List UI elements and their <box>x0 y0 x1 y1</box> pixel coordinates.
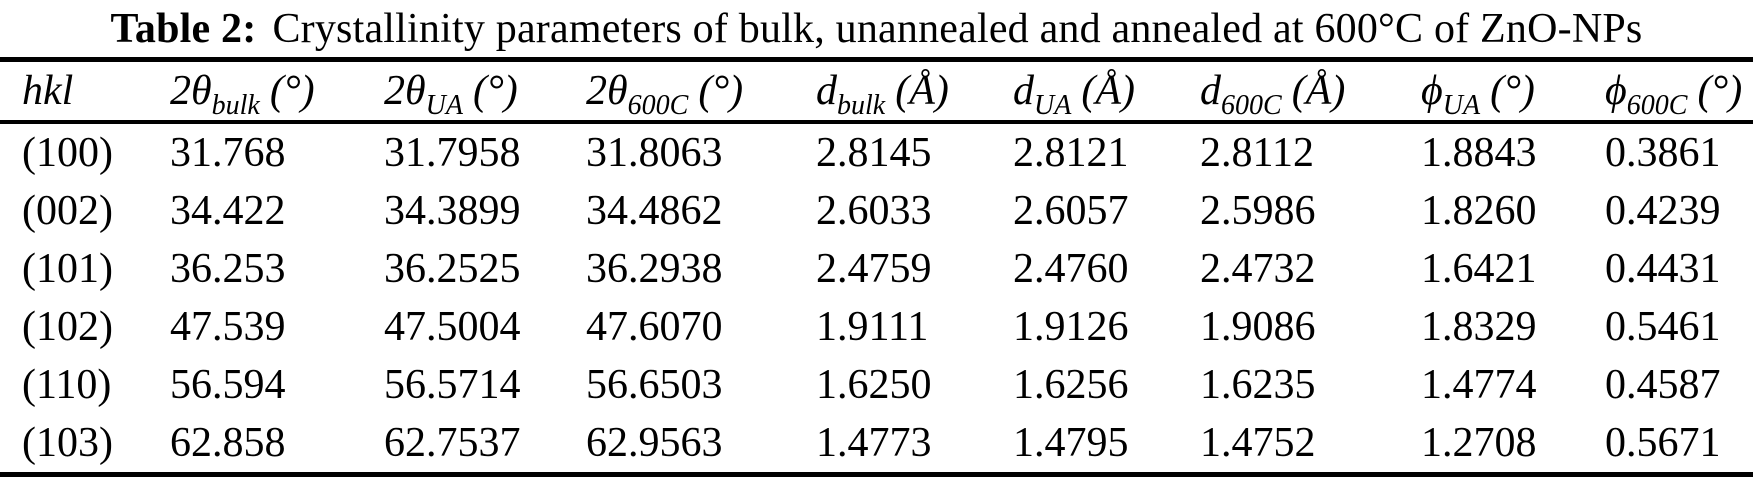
cell-d-bulk: 1.4773 <box>816 420 932 466</box>
cell-2theta-600c: 34.4862 <box>586 188 723 234</box>
cell-hkl: (110) <box>22 362 112 408</box>
cell-phi-600c: 0.4587 <box>1605 362 1721 408</box>
cell-d-ua: 1.4795 <box>1013 420 1129 466</box>
cell-d-600c: 1.6235 <box>1200 362 1316 408</box>
column-header-d-bulk: dbulk (Å) <box>816 59 1013 124</box>
cell-d-600c: 1.4752 <box>1200 420 1316 466</box>
table-body: (100) 31.768 31.7958 31.8063 2.8145 2.8121 2.8… <box>0 122 1753 475</box>
cell-phi-600c: 0.4431 <box>1605 246 1721 292</box>
cell-2theta-ua: 36.2525 <box>384 246 521 292</box>
cell-2theta-600c: 31.8063 <box>586 130 723 176</box>
cell-d-bulk: 2.8145 <box>816 130 932 176</box>
cell-d-600c: 2.4732 <box>1200 246 1316 292</box>
table-header: hkl 2θbulk (°) 2θUA (°) 2θ600C (°) dbulk (Å) dUA(… <box>0 59 1753 124</box>
cell-d-ua: 1.6256 <box>1013 362 1129 408</box>
cell-d-600c: 2.5986 <box>1200 188 1316 234</box>
cell-hkl: (101) <box>22 246 113 292</box>
cell-2theta-bulk: 56.594 <box>170 362 286 408</box>
cell-2theta-bulk: 34.422 <box>170 188 286 234</box>
cell-phi-600c: 0.4239 <box>1605 188 1721 234</box>
table-row: (102) 47.539 47.5004 47.6070 1.9111 1.9126 1.9… <box>0 298 1753 356</box>
table-caption-text: Crystallinity parameters of bulk, unanne… <box>272 5 1643 52</box>
cell-phi-ua: 1.4774 <box>1421 362 1537 408</box>
table-row: (101) 36.253 36.2525 36.2938 2.4759 2.4760 2.4… <box>0 240 1753 298</box>
column-header-phi-600c: ϕ600C (°) <box>1605 59 1753 124</box>
cell-d-bulk: 2.6033 <box>816 188 932 234</box>
cell-2theta-600c: 36.2938 <box>586 246 723 292</box>
cell-d-600c: 2.8112 <box>1200 130 1314 176</box>
cell-2theta-bulk: 36.253 <box>170 246 286 292</box>
cell-d-ua: 2.6057 <box>1013 188 1129 234</box>
cell-phi-ua: 1.6421 <box>1421 246 1537 292</box>
cell-phi-ua: 1.8843 <box>1421 130 1537 176</box>
cell-phi-ua: 1.8329 <box>1421 304 1537 350</box>
cell-d-bulk: 1.9111 <box>816 304 929 350</box>
column-header-d-600c: d600C (Å) <box>1200 59 1421 124</box>
column-header-2theta-ua: 2θUA (°) <box>384 59 586 124</box>
cell-phi-600c: 0.5671 <box>1605 420 1721 466</box>
column-header-2theta-600c: 2θ600C (°) <box>586 59 816 124</box>
header-row: hkl 2θbulk (°) 2θUA (°) 2θ600C (°) dbulk (Å) dUA(… <box>0 59 1753 124</box>
cell-phi-ua: 1.8260 <box>1421 188 1537 234</box>
cell-d-600c: 1.9086 <box>1200 304 1316 350</box>
table-caption: Table 2: Crystallinity parameters of bul… <box>0 0 1753 57</box>
cell-d-bulk: 1.6250 <box>816 362 932 408</box>
column-header-phi-ua: ϕUA (°) <box>1421 59 1605 124</box>
table-caption-label: Table 2: <box>110 5 257 52</box>
cell-hkl: (002) <box>22 188 113 234</box>
cell-2theta-bulk: 62.858 <box>170 420 286 466</box>
cell-2theta-ua: 62.7537 <box>384 420 521 466</box>
cell-2theta-600c: 47.6070 <box>586 304 723 350</box>
cell-2theta-bulk: 31.768 <box>170 130 286 176</box>
column-header-d-ua: dUA (Å) <box>1013 59 1200 124</box>
cell-2theta-ua: 47.5004 <box>384 304 521 350</box>
cell-2theta-600c: 56.6503 <box>586 362 723 408</box>
cell-2theta-ua: 31.7958 <box>384 130 521 176</box>
cell-d-ua: 2.8121 <box>1013 130 1129 176</box>
cell-phi-ua: 1.2708 <box>1421 420 1537 466</box>
column-header-2theta-bulk: 2θbulk (°) <box>170 59 384 124</box>
cell-d-ua: 1.9126 <box>1013 304 1129 350</box>
table-row: (100) 31.768 31.7958 31.8063 2.8145 2.8121 2.8… <box>0 122 1753 182</box>
cell-phi-600c: 0.5461 <box>1605 304 1721 350</box>
cell-2theta-ua: 56.5714 <box>384 362 521 408</box>
table-row: (103) 62.858 62.7537 62.9563 1.4773 1.4795 1.4… <box>0 414 1753 475</box>
cell-d-bulk: 2.4759 <box>816 246 932 292</box>
cell-2theta-ua: 34.3899 <box>384 188 521 234</box>
cell-hkl: (102) <box>22 304 113 350</box>
cell-d-ua: 2.4760 <box>1013 246 1129 292</box>
crystallinity-parameters-table: hkl 2θbulk (°) 2θUA (°) 2θ600C (°) dbulk (Å) dUA(… <box>0 57 1753 477</box>
column-header-hkl: hkl <box>0 59 170 124</box>
cell-phi-600c: 0.3861 <box>1605 130 1721 176</box>
cell-2theta-600c: 62.9563 <box>586 420 723 466</box>
cell-hkl: (103) <box>22 420 113 466</box>
cell-hkl: (100) <box>22 130 113 176</box>
cell-2theta-bulk: 47.539 <box>170 304 286 350</box>
table-row: (002) 34.422 34.3899 34.4862 2.6033 2.6057 2.5… <box>0 182 1753 240</box>
table-row: (110) 56.594 56.5714 56.6503 1.6250 1.6256 1.6… <box>0 356 1753 414</box>
